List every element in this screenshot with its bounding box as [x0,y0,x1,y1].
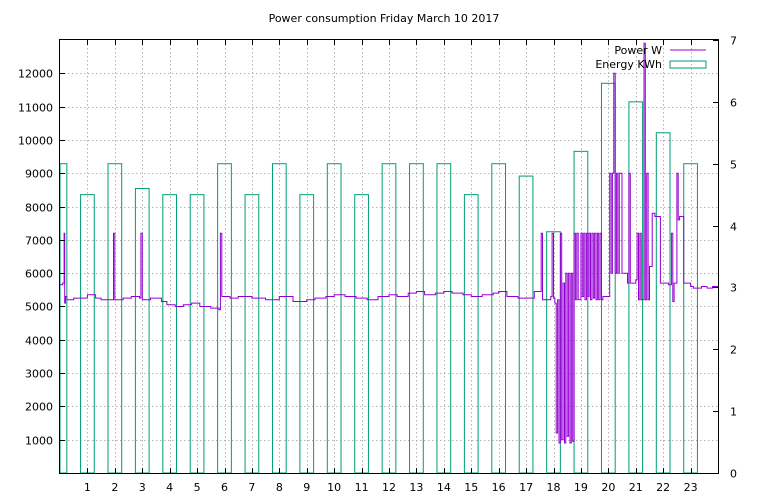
energy-bar [409,163,424,474]
energy-bar [59,163,68,474]
energy-bar [683,163,698,474]
y-left-tick-label: 12000 [18,68,53,81]
x-tick-label: 22 [656,481,670,494]
x-tick-label: 6 [221,481,228,494]
y-left-tick-label: 8000 [25,202,53,215]
energy-bar [134,187,150,474]
x-tick-label: 11 [355,481,369,494]
plot-frame [59,39,719,474]
y-right-tick-label: 5 [730,159,737,172]
legend-swatch-energy [669,60,707,69]
y-left-tick-label: 10000 [18,135,53,148]
energy-bar [655,132,671,474]
y-left-tick-label: 9000 [25,168,53,181]
x-tick-label: 1 [84,481,91,494]
y-right-tick-label: 2 [730,344,737,357]
energy-bar [491,163,507,474]
y-right-tick-label: 3 [730,282,737,295]
energy-bar [381,163,397,474]
y-left-tick-label: 5000 [25,301,53,314]
x-tick-label: 14 [437,481,451,494]
x-tick-label: 12 [382,481,396,494]
x-axis-ticks: 1 2 3 4 5 6 7 8 9 10 11 12 13 14 15 16 17 18 19 20 21 22 23 [84,40,698,494]
energy-bar [436,163,452,474]
energy-bar [628,101,644,474]
chart-title: Power consumption Friday March 10 2017 [269,12,500,25]
y-left-tick-label: 7000 [25,235,53,248]
x-tick-label: 23 [684,481,698,494]
y-right-tick-label: 0 [730,468,737,481]
grid-layer [60,40,718,473]
energy-bar [217,163,232,474]
power-line-layer [60,42,718,444]
x-tick-label: 18 [547,481,561,494]
x-tick-label: 20 [601,481,615,494]
x-tick-label: 3 [139,481,146,494]
legend: Power W Energy KWh [595,44,707,71]
x-tick-label: 10 [327,481,341,494]
x-tick-label: 19 [574,481,588,494]
x-tick-label: 7 [248,481,255,494]
energy-bar [271,163,287,474]
y-right-tick-label: 4 [730,221,737,234]
legend-label-power: Power W [614,44,662,57]
x-tick-label: 4 [166,481,173,494]
x-tick-label: 16 [492,481,506,494]
energy-bar [162,194,178,474]
y-left-tick-label: 3000 [25,368,53,381]
x-tick-label: 8 [276,481,283,494]
y-left-tick-label: 2000 [25,401,53,414]
x-tick-label: 13 [409,481,423,494]
y-left-tick-label: 6000 [25,268,53,281]
energy-bar [354,194,369,474]
y-left-tick-label: 4000 [25,335,53,348]
energy-bar [107,163,123,474]
power-line [60,42,718,444]
energy-bar [299,194,315,474]
y-right-axis-ticks: 0 1 2 3 4 5 6 7 [713,35,737,481]
y-right-tick-label: 7 [730,35,737,48]
x-tick-label: 5 [194,481,201,494]
energy-bar [189,194,205,474]
legend-label-energy: Energy KWh [595,58,662,71]
energy-bar [326,163,342,474]
x-tick-label: 9 [303,481,310,494]
energy-bar [600,82,616,474]
y-left-tick-label: 1000 [25,435,53,448]
x-tick-label: 15 [464,481,478,494]
x-tick-label: 21 [629,481,643,494]
x-tick-label: 2 [111,481,118,494]
y-right-tick-label: 1 [730,406,737,419]
energy-bar [244,194,260,474]
y-left-tick-label: 11000 [18,102,53,115]
y-right-tick-label: 6 [730,97,737,110]
x-tick-label: 17 [519,481,533,494]
energy-bar [573,150,589,474]
y-left-axis-ticks: 1000 2000 3000 4000 5000 6000 7000 8000 9000 1000… [18,68,65,448]
energy-bar [518,175,534,474]
